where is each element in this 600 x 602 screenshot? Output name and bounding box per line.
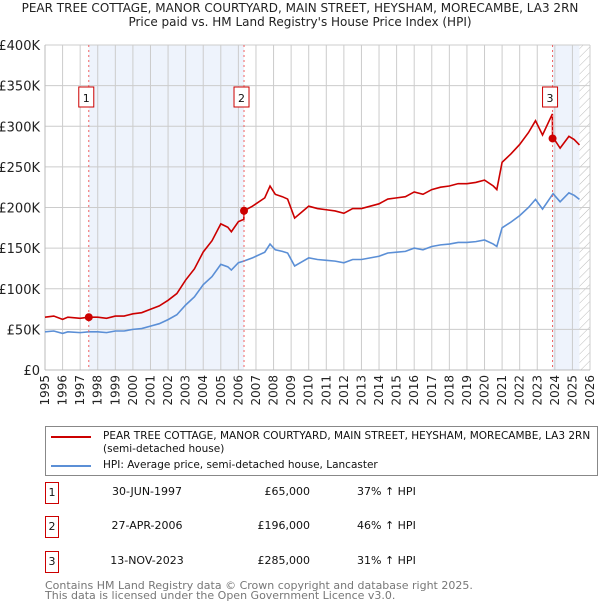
y-tick-label: £0 [23, 364, 40, 379]
x-tick-label: 2006 [231, 375, 245, 406]
legend-item-price: PEAR TREE COTTAGE, MANOR COURTYARD, MAIN… [46, 430, 593, 456]
sale-number: 1 [45, 482, 59, 504]
x-tick-label: 2005 [214, 375, 228, 406]
sale-marker-box [233, 86, 250, 108]
footer-line: This data is licensed under the Open Gov… [45, 589, 396, 602]
sale-number: 3 [45, 551, 59, 573]
x-tick-label: 2026 [583, 375, 597, 406]
sale-date: 27-APR-2006 [111, 519, 183, 532]
x-tick-label: 2014 [372, 375, 386, 406]
y-tick-label: £200K [0, 202, 40, 217]
legend-label: HPI: Average price, semi-detached house,… [103, 459, 378, 471]
legend-item-hpi: HPI: Average price, semi-detached house,… [46, 459, 593, 472]
x-tick-label: 2003 [179, 375, 193, 406]
x-tick-label: 1995 [38, 375, 52, 406]
x-tick-label: 2008 [267, 375, 281, 406]
y-tick-label: £150K [0, 242, 40, 257]
x-tick-label: 2017 [425, 375, 439, 406]
x-tick-label: 2019 [460, 375, 474, 406]
x-tick-label: 2018 [442, 375, 456, 406]
x-tick-label: 2002 [161, 375, 175, 406]
x-tick-label: 2015 [390, 375, 404, 406]
y-tick-label: £50K [7, 323, 41, 338]
sale-date: 30-JUN-1997 [111, 485, 183, 498]
sale-hpi: 31% ↑ HPI [357, 554, 416, 567]
sale-point [240, 206, 249, 215]
legend: PEAR TREE COTTAGE, MANOR COURTYARD, MAIN… [45, 426, 598, 476]
sale-hpi: 46% ↑ HPI [357, 519, 416, 532]
x-tick-label: 1998 [91, 375, 105, 406]
sale-point [84, 313, 93, 322]
y-tick-label: £350K [0, 80, 40, 95]
price-line [44, 113, 581, 321]
x-tick-label: 2013 [354, 375, 368, 406]
sale-point [548, 134, 557, 143]
x-tick-label: 2023 [530, 375, 544, 406]
chart-title: PEAR TREE COTTAGE, MANOR COURTYARD, MAIN… [0, 1, 600, 29]
sale-marker-label: 2 [238, 92, 245, 105]
title-line: PEAR TREE COTTAGE, MANOR COURTYARD, MAIN… [21, 1, 579, 15]
subtitle-line: Price paid vs. HM Land Registry's House … [128, 15, 472, 29]
x-tick-label: 2024 [548, 375, 562, 406]
legend-label: PEAR TREE COTTAGE, MANOR COURTYARD, MAIN… [103, 430, 591, 455]
sale-price: £285,000 [257, 554, 311, 567]
x-tick-label: 2009 [284, 375, 298, 406]
x-tick-label: 2004 [196, 375, 210, 406]
x-tick-label: 2000 [126, 375, 140, 406]
sale-marker-label: 3 [547, 92, 554, 105]
x-tick-label: 2011 [319, 375, 333, 406]
x-tick-label: 2010 [302, 375, 316, 406]
x-tick-label: 2020 [478, 375, 492, 406]
y-tick-label: £400K [0, 39, 40, 54]
sale-hpi: 37% ↑ HPI [357, 485, 416, 498]
y-tick-label: £300K [0, 120, 40, 135]
hpi-line [44, 191, 580, 335]
x-tick-label: 2007 [249, 375, 263, 406]
x-tick-label: 2001 [143, 375, 157, 406]
x-tick-label: 2025 [565, 375, 579, 406]
sale-price: £196,000 [257, 519, 311, 532]
price-chart: 1995 1996 1997 1998 1999 2000 2001 2002 2003 2004… [0, 39, 597, 406]
sale-number: 2 [45, 516, 59, 538]
x-tick-label: 2016 [407, 375, 421, 406]
x-tick-label: 2022 [513, 375, 527, 406]
sale-price: £65,000 [264, 485, 311, 498]
red-line-swatch [51, 436, 91, 438]
y-tick-label: £100K [0, 283, 40, 298]
x-tick-label: 1996 [56, 375, 70, 406]
x-tick-label: 1999 [108, 375, 122, 406]
sale-date: 13-NOV-2023 [110, 554, 184, 567]
sale-marker-box [78, 86, 95, 108]
footer: Contains HM Land Registry data © Crown c… [45, 579, 473, 602]
blue-line-swatch [51, 465, 91, 467]
x-tick-label: 2012 [337, 375, 351, 406]
y-tick-label: £250K [0, 161, 40, 176]
sale-marker-label: 1 [83, 92, 90, 105]
x-tick-label: 2021 [495, 375, 509, 406]
x-tick-label: 1997 [73, 375, 87, 406]
sale-marker-box [542, 86, 559, 108]
footer-line: Contains HM Land Registry data © Crown c… [45, 579, 473, 592]
